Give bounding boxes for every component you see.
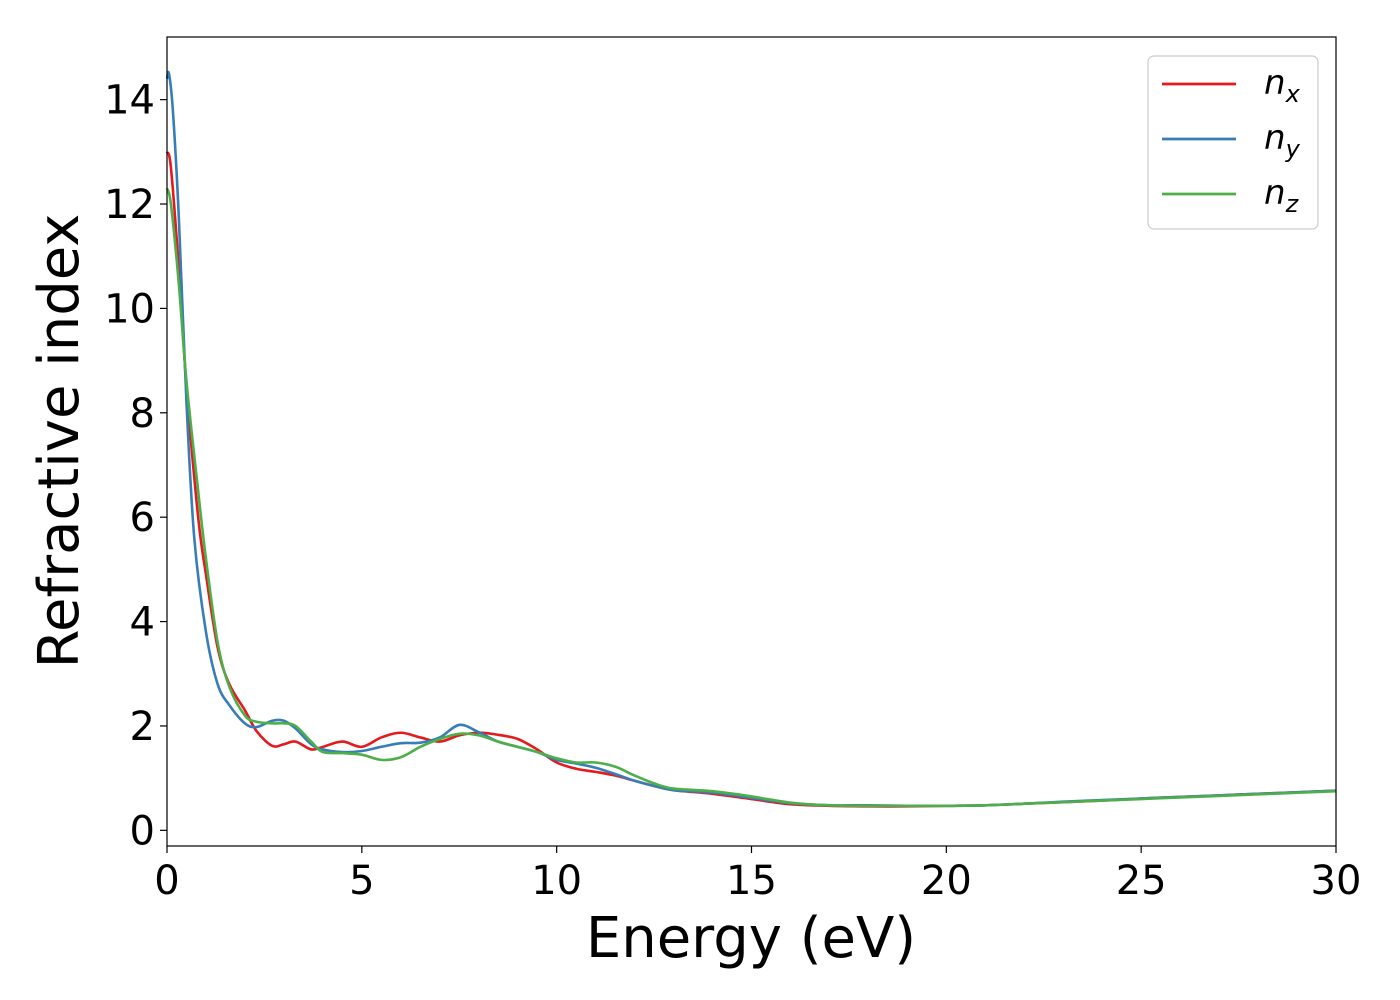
legend-label-x: nx bbox=[1264, 63, 1301, 108]
legend-label-y: ny bbox=[1264, 118, 1301, 163]
y-tick-label: 12 bbox=[104, 182, 155, 228]
x-axis-title: Energy (eV) bbox=[586, 906, 916, 971]
series-layer bbox=[165, 70, 1337, 808]
y-tick-label: 4 bbox=[130, 600, 155, 646]
y-tick-label: 14 bbox=[104, 78, 155, 124]
y-tick-label: 6 bbox=[130, 495, 155, 541]
x-tick-label: 30 bbox=[1311, 858, 1362, 904]
x-tick-label: 25 bbox=[1116, 858, 1167, 904]
x-tick-label: 20 bbox=[921, 858, 972, 904]
x-tick-label: 5 bbox=[349, 858, 374, 904]
y-tick-label: 0 bbox=[130, 808, 155, 854]
legend: nx ny nz bbox=[1147, 55, 1319, 230]
y-axis-ticks: 0 2 4 6 8 10 12 14 bbox=[104, 78, 167, 854]
x-tick-label: 10 bbox=[531, 858, 582, 904]
y-tick-label: 2 bbox=[130, 704, 155, 750]
y-tick-label: 10 bbox=[104, 286, 155, 332]
series-line-z bbox=[165, 187, 1337, 808]
legend-label-z: nz bbox=[1264, 173, 1300, 218]
y-tick-label: 8 bbox=[130, 391, 155, 437]
x-tick-label: 0 bbox=[154, 858, 179, 904]
x-tick-label: 15 bbox=[726, 858, 777, 904]
plot-background bbox=[167, 37, 1336, 846]
legend-box bbox=[1147, 55, 1319, 230]
y-axis-title: Refractive index bbox=[27, 214, 92, 669]
x-axis-ticks: 0 5 10 15 20 25 30 bbox=[154, 846, 1361, 904]
